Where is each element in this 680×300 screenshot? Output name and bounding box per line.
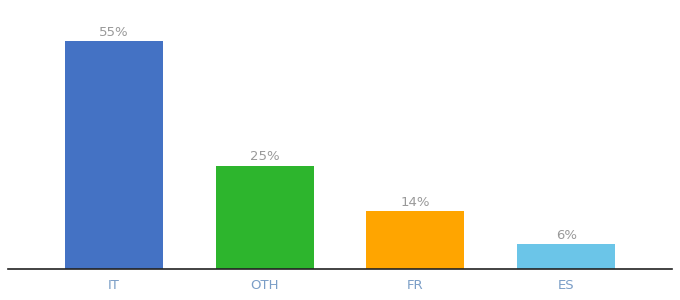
Bar [367,211,464,269]
Bar [65,41,163,269]
Text: 55%: 55% [99,26,129,39]
Bar [517,244,615,269]
Bar [216,166,313,269]
Text: 25%: 25% [250,151,279,164]
Text: 6%: 6% [556,229,577,242]
Text: 14%: 14% [401,196,430,209]
